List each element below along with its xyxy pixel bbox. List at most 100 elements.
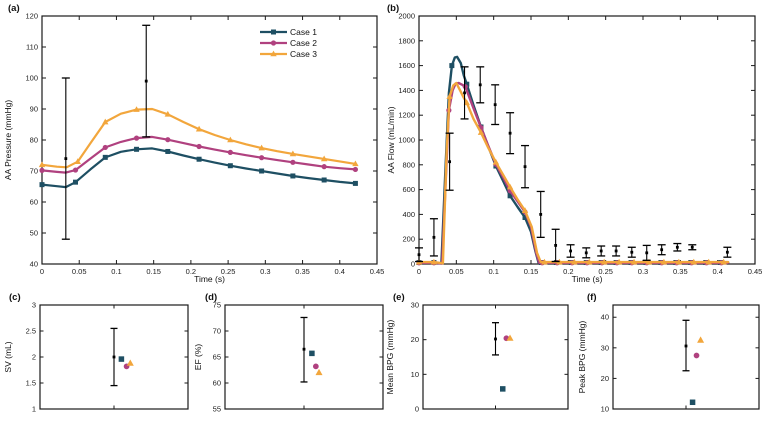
legend-label-case-3: Case 3 [290,49,317,59]
panel-d-label: (d) [205,292,218,303]
svg-text:20: 20 [601,374,609,383]
svg-text:1000: 1000 [398,136,415,145]
b-ylabel: AA Flow (mL/min) [386,106,396,173]
svg-text:0.4: 0.4 [335,267,345,276]
b-xlabel: Time (s) [572,274,603,284]
svg-text:0.1: 0.1 [111,267,121,276]
panel-b-chart: 0 0.05 0.1 0.15 0.2 0.25 0.3 0.35 0.4 0.45 0 200 400… [386,12,762,285]
svg-text:30: 30 [411,301,419,310]
f-axes: 10 20 30 40 Peak BPG (mmHg) [577,304,760,414]
a-xlabel: Time (s) [194,274,225,284]
svg-text:1.5: 1.5 [26,379,36,388]
panel-b-label: (b) [387,3,400,14]
svg-text:800: 800 [402,160,415,169]
a-errorbars [61,24,151,240]
f-case-points [689,336,705,406]
b-errorbars [415,66,732,263]
a-series-case-2 [39,135,359,174]
svg-text:0.3: 0.3 [638,267,648,276]
svg-text:40: 40 [601,313,609,322]
svg-text:400: 400 [402,210,415,219]
d-case-points [309,350,323,376]
e-ylabel: Mean BPG (mmHg) [385,320,395,395]
svg-text:2.5: 2.5 [26,327,36,336]
f-ylabel: Peak BPG (mmHg) [577,320,587,393]
svg-text:1800: 1800 [398,36,415,45]
d-axes: 55 60 65 70 75 EF (%) [193,301,384,414]
svg-text:100: 100 [25,74,38,83]
svg-text:75: 75 [213,301,221,310]
svg-text:30: 30 [601,343,609,352]
svg-text:0.3: 0.3 [260,267,270,276]
panel-f-label: (f) [587,292,597,303]
a-ylabel: AA Pressure (mmHg) [3,100,13,180]
c-ylabel: SV (mL) [3,341,13,372]
svg-text:0.35: 0.35 [673,267,688,276]
svg-text:2000: 2000 [398,12,415,21]
panel-f-chart: 10 20 30 40 Peak BPG (mmHg) [577,304,760,414]
d-ylabel: EF (%) [193,344,203,371]
panel-c-chart: 1 1.5 2 2.5 3 SV (mL) [3,301,189,414]
svg-text:0: 0 [40,267,44,276]
svg-text:60: 60 [213,379,221,388]
c-case-points [118,356,134,370]
svg-text:0.25: 0.25 [598,267,613,276]
a-series-case-3 [38,106,359,169]
svg-text:0.25: 0.25 [221,267,236,276]
svg-text:600: 600 [402,185,415,194]
a-axes: 0 0.05 0.1 0.15 0.2 0.25 0.3 0.35 0.4 0.45 40 50 60 7… [3,12,384,285]
a-series-case-1 [39,146,358,189]
e-axes: 0 10 20 30 Mean BPG (mmHg) [385,301,569,414]
svg-text:70: 70 [30,167,38,176]
svg-text:1200: 1200 [398,111,415,120]
svg-text:65: 65 [213,353,221,362]
svg-text:110: 110 [26,43,38,52]
svg-text:80: 80 [30,136,38,145]
c-axes: 1 1.5 2 2.5 3 SV (mL) [3,301,189,414]
panel-c-label: (c) [9,292,21,303]
svg-text:120: 120 [25,12,38,21]
svg-text:10: 10 [411,370,419,379]
panel-a-chart: 0 0.05 0.1 0.15 0.2 0.25 0.3 0.35 0.4 0.45 40 50 60 7… [3,12,384,285]
svg-text:0: 0 [411,260,415,269]
svg-text:0.2: 0.2 [563,267,573,276]
svg-text:2: 2 [32,353,36,362]
panel-d-chart: 55 60 65 70 75 EF (%) [193,301,384,414]
svg-text:200: 200 [402,235,415,244]
svg-text:0.05: 0.05 [72,267,87,276]
e-case-points [500,334,514,392]
panel-a-label: (a) [8,3,20,14]
svg-text:0.15: 0.15 [524,267,539,276]
svg-text:0.4: 0.4 [712,267,722,276]
svg-text:0: 0 [417,267,421,276]
svg-text:55: 55 [213,405,221,414]
e-errorbars [492,322,499,356]
svg-text:3: 3 [32,301,36,310]
svg-text:50: 50 [30,229,38,238]
d-errorbars [300,316,308,383]
legend-label-case-1: Case 1 [290,27,317,37]
panel-e-label: (e) [393,292,405,303]
svg-text:90: 90 [30,105,38,114]
b-series-case-3 [415,81,730,265]
svg-text:0.1: 0.1 [488,267,498,276]
legend-label-case-2: Case 2 [290,38,317,48]
svg-text:1600: 1600 [398,61,415,70]
svg-text:0: 0 [415,405,419,414]
svg-text:20: 20 [411,335,419,344]
svg-text:0.2: 0.2 [186,267,196,276]
svg-text:40: 40 [30,260,38,269]
f-errorbars [682,319,690,372]
svg-text:1400: 1400 [398,86,415,95]
svg-text:70: 70 [213,327,221,336]
svg-text:0.35: 0.35 [295,267,310,276]
svg-text:10: 10 [601,405,609,414]
svg-text:60: 60 [30,198,38,207]
panel-e-chart: 0 10 20 30 Mean BPG (mmHg) [385,301,569,414]
c-errorbars [110,327,118,387]
svg-text:0.45: 0.45 [370,267,384,276]
b-axes: 0 0.05 0.1 0.15 0.2 0.25 0.3 0.35 0.4 0.45 0 200 400… [386,12,762,285]
svg-text:1: 1 [32,405,36,414]
